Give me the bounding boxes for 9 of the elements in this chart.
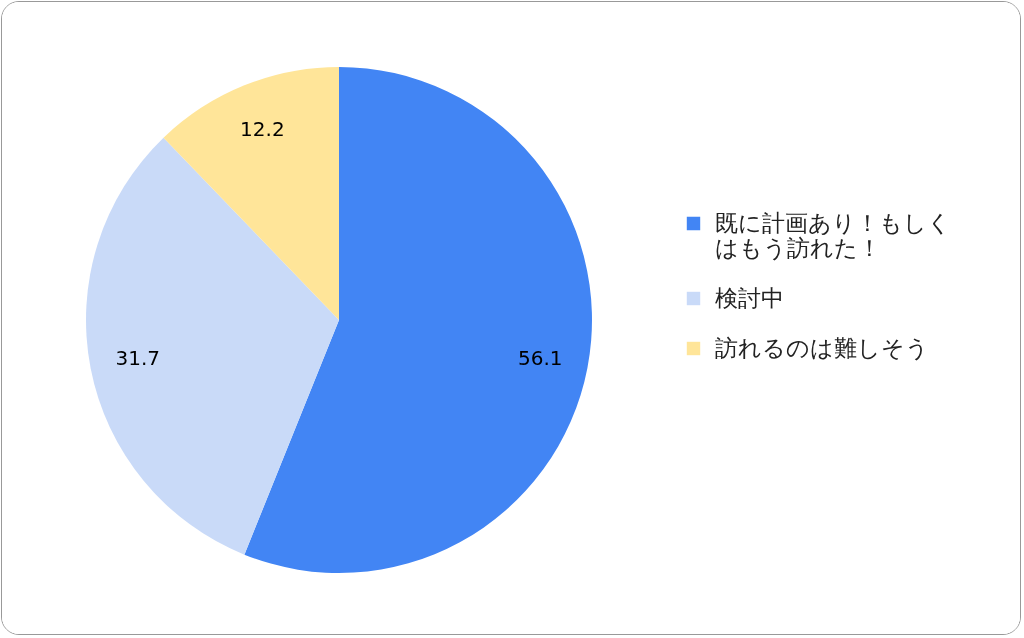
data-label: 56.1 [517, 346, 563, 371]
pie-slice [86, 137, 339, 555]
legend-label: 訪れるのは難しそう [715, 334, 929, 361]
legend-label: 検討中 [715, 284, 784, 311]
data-label: 31.7 [115, 346, 161, 371]
legend-label: 既に計画あり！もしくはもう訪れた！ [715, 209, 951, 261]
pie-slice [163, 67, 339, 320]
data-label: 12.2 [240, 116, 285, 141]
pie-slice [244, 67, 592, 573]
